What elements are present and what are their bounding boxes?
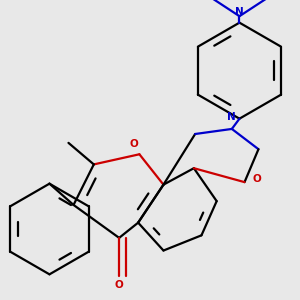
Text: O: O — [115, 280, 124, 290]
Text: O: O — [130, 139, 138, 148]
Text: O: O — [252, 175, 261, 184]
Text: N: N — [235, 7, 244, 17]
Text: N: N — [227, 112, 236, 122]
